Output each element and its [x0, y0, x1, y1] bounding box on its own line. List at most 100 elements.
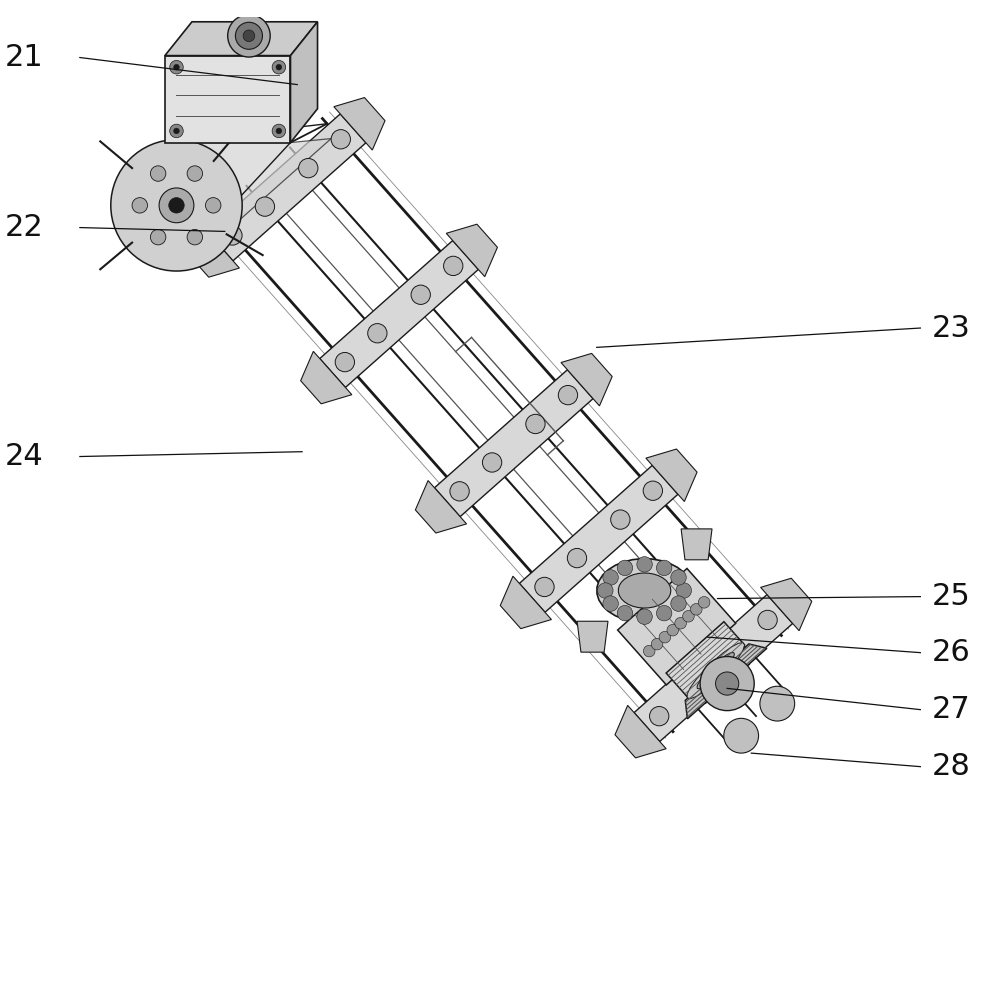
Text: 28: 28 — [932, 752, 971, 781]
Text: 22: 22 — [4, 213, 43, 242]
Circle shape — [699, 597, 710, 608]
Text: 27: 27 — [932, 695, 971, 724]
Polygon shape — [618, 568, 736, 685]
Circle shape — [255, 197, 275, 216]
Circle shape — [243, 30, 255, 42]
Circle shape — [758, 610, 778, 630]
Polygon shape — [207, 114, 366, 261]
Circle shape — [611, 510, 630, 529]
Circle shape — [174, 64, 180, 70]
Circle shape — [526, 414, 545, 434]
Polygon shape — [165, 56, 290, 143]
Circle shape — [724, 718, 759, 753]
Circle shape — [637, 557, 652, 572]
Circle shape — [227, 15, 270, 57]
Circle shape — [482, 453, 502, 472]
Polygon shape — [435, 370, 593, 517]
Circle shape — [725, 639, 745, 658]
Circle shape — [671, 596, 687, 611]
Circle shape — [159, 188, 194, 223]
Circle shape — [272, 124, 286, 138]
Polygon shape — [300, 351, 352, 404]
Circle shape — [618, 605, 632, 621]
Circle shape — [683, 610, 695, 622]
Circle shape — [567, 548, 587, 568]
Circle shape — [331, 130, 351, 149]
Circle shape — [169, 198, 184, 213]
Circle shape — [671, 570, 687, 585]
Circle shape — [187, 229, 203, 245]
Polygon shape — [707, 662, 724, 679]
Circle shape — [174, 128, 180, 134]
Polygon shape — [686, 644, 767, 719]
Polygon shape — [597, 559, 693, 622]
Polygon shape — [320, 241, 478, 387]
Polygon shape — [334, 98, 385, 150]
Circle shape — [206, 198, 221, 213]
Circle shape — [643, 645, 655, 657]
Circle shape — [682, 678, 701, 697]
Circle shape — [411, 285, 431, 304]
Circle shape — [760, 686, 794, 721]
Polygon shape — [447, 224, 497, 277]
Polygon shape — [500, 576, 551, 629]
Circle shape — [637, 609, 652, 624]
Circle shape — [170, 124, 183, 138]
Circle shape — [444, 256, 463, 276]
Circle shape — [676, 583, 692, 598]
Circle shape — [235, 22, 263, 49]
Circle shape — [450, 482, 469, 501]
Circle shape — [659, 631, 671, 643]
Circle shape — [187, 166, 203, 181]
Polygon shape — [688, 643, 745, 699]
Text: 25: 25 — [932, 582, 971, 611]
Circle shape — [675, 617, 687, 629]
Circle shape — [667, 624, 679, 636]
Polygon shape — [681, 529, 712, 560]
Circle shape — [715, 672, 739, 695]
Polygon shape — [634, 595, 792, 742]
Circle shape — [649, 706, 669, 726]
Polygon shape — [646, 449, 698, 501]
Text: 24: 24 — [4, 442, 43, 471]
Circle shape — [111, 140, 242, 271]
Polygon shape — [165, 139, 331, 226]
Circle shape — [691, 603, 702, 615]
Circle shape — [558, 385, 578, 405]
Circle shape — [150, 166, 166, 181]
Circle shape — [132, 198, 147, 213]
Text: 21: 21 — [4, 43, 43, 72]
Circle shape — [651, 638, 663, 650]
Polygon shape — [520, 465, 678, 612]
Circle shape — [368, 324, 387, 343]
Polygon shape — [577, 621, 608, 652]
Circle shape — [603, 570, 618, 585]
Circle shape — [618, 560, 632, 576]
Circle shape — [656, 605, 672, 621]
Circle shape — [150, 229, 166, 245]
Text: 23: 23 — [932, 314, 971, 343]
Polygon shape — [561, 353, 613, 406]
Polygon shape — [415, 481, 466, 533]
Polygon shape — [761, 578, 812, 631]
Circle shape — [656, 560, 672, 576]
Circle shape — [272, 60, 286, 74]
Circle shape — [276, 64, 282, 70]
Circle shape — [598, 583, 614, 598]
Polygon shape — [618, 573, 671, 608]
Circle shape — [335, 352, 355, 372]
Circle shape — [170, 60, 183, 74]
Polygon shape — [615, 705, 666, 758]
Circle shape — [222, 226, 242, 245]
Circle shape — [298, 158, 318, 178]
Circle shape — [535, 577, 554, 597]
Polygon shape — [666, 622, 745, 696]
Circle shape — [276, 128, 282, 134]
Text: 26: 26 — [932, 638, 971, 667]
Polygon shape — [698, 652, 734, 689]
Polygon shape — [290, 22, 317, 143]
Circle shape — [603, 596, 618, 611]
Circle shape — [700, 657, 754, 711]
Circle shape — [643, 481, 663, 500]
Polygon shape — [189, 225, 239, 277]
